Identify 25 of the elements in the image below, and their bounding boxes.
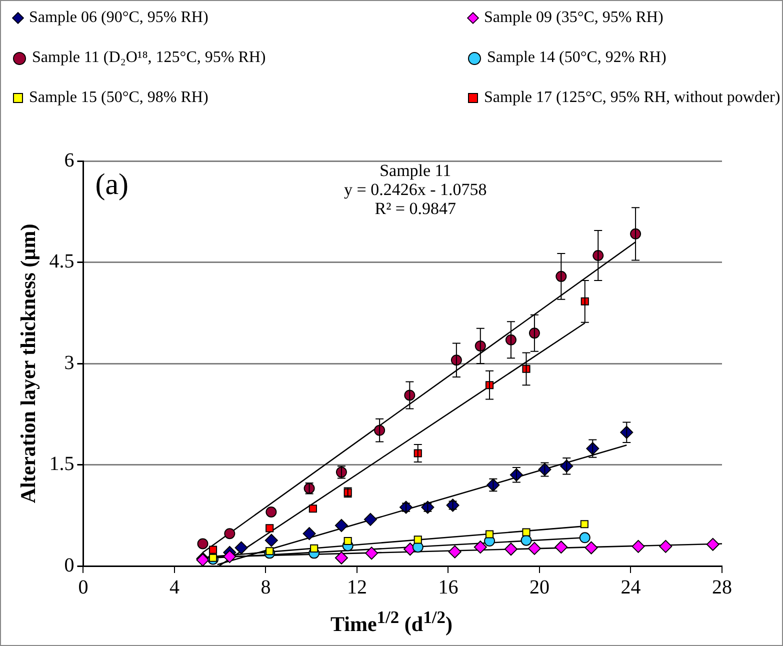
y-tick-label: 0 bbox=[64, 554, 74, 576]
legend-label: Sample 09 (35°C, 95% RH) bbox=[484, 9, 664, 27]
annotation: Sample 11 bbox=[380, 160, 452, 180]
x-tick-label: 24 bbox=[620, 576, 641, 598]
x-tick-label: 20 bbox=[529, 576, 550, 598]
y-tick-label: 4.5 bbox=[49, 250, 74, 272]
x-tick-label: 0 bbox=[78, 576, 88, 598]
x-tick-label: 12 bbox=[346, 576, 367, 598]
x-tick-label: 4 bbox=[169, 576, 180, 598]
y-tick-label: 3 bbox=[64, 352, 74, 374]
annotation: (a) bbox=[95, 168, 128, 201]
legend-label: Sample 06 (90°C, 95% RH) bbox=[29, 9, 208, 27]
legend-label: Sample 11 (D₂O¹⁸, 125°C, 95% RH) bbox=[32, 49, 266, 67]
x-tick-label: 28 bbox=[712, 576, 732, 598]
x-axis-title: Time$^{1/2}$ (d$^{1/2}$) bbox=[330, 607, 454, 637]
y-tick-label: 6 bbox=[64, 149, 74, 172]
x-tick-label: 8 bbox=[260, 576, 271, 598]
legend-label: Sample 15 (50°C, 98% RH) bbox=[29, 89, 208, 107]
y-tick-label: 1.5 bbox=[49, 453, 74, 475]
annotation: y = 0.2426x - 1.0758 bbox=[344, 180, 487, 199]
legend-label: Sample 14 (50°C, 92% RH) bbox=[487, 49, 666, 67]
legend-label: Sample 17 (125°C, 95% RH, without powder) bbox=[484, 89, 780, 107]
annotation: R² = 0.9847 bbox=[374, 198, 457, 218]
x-tick-label: 16 bbox=[438, 576, 458, 598]
y-axis-title: Alteration layer thickness (µm) bbox=[16, 224, 40, 504]
